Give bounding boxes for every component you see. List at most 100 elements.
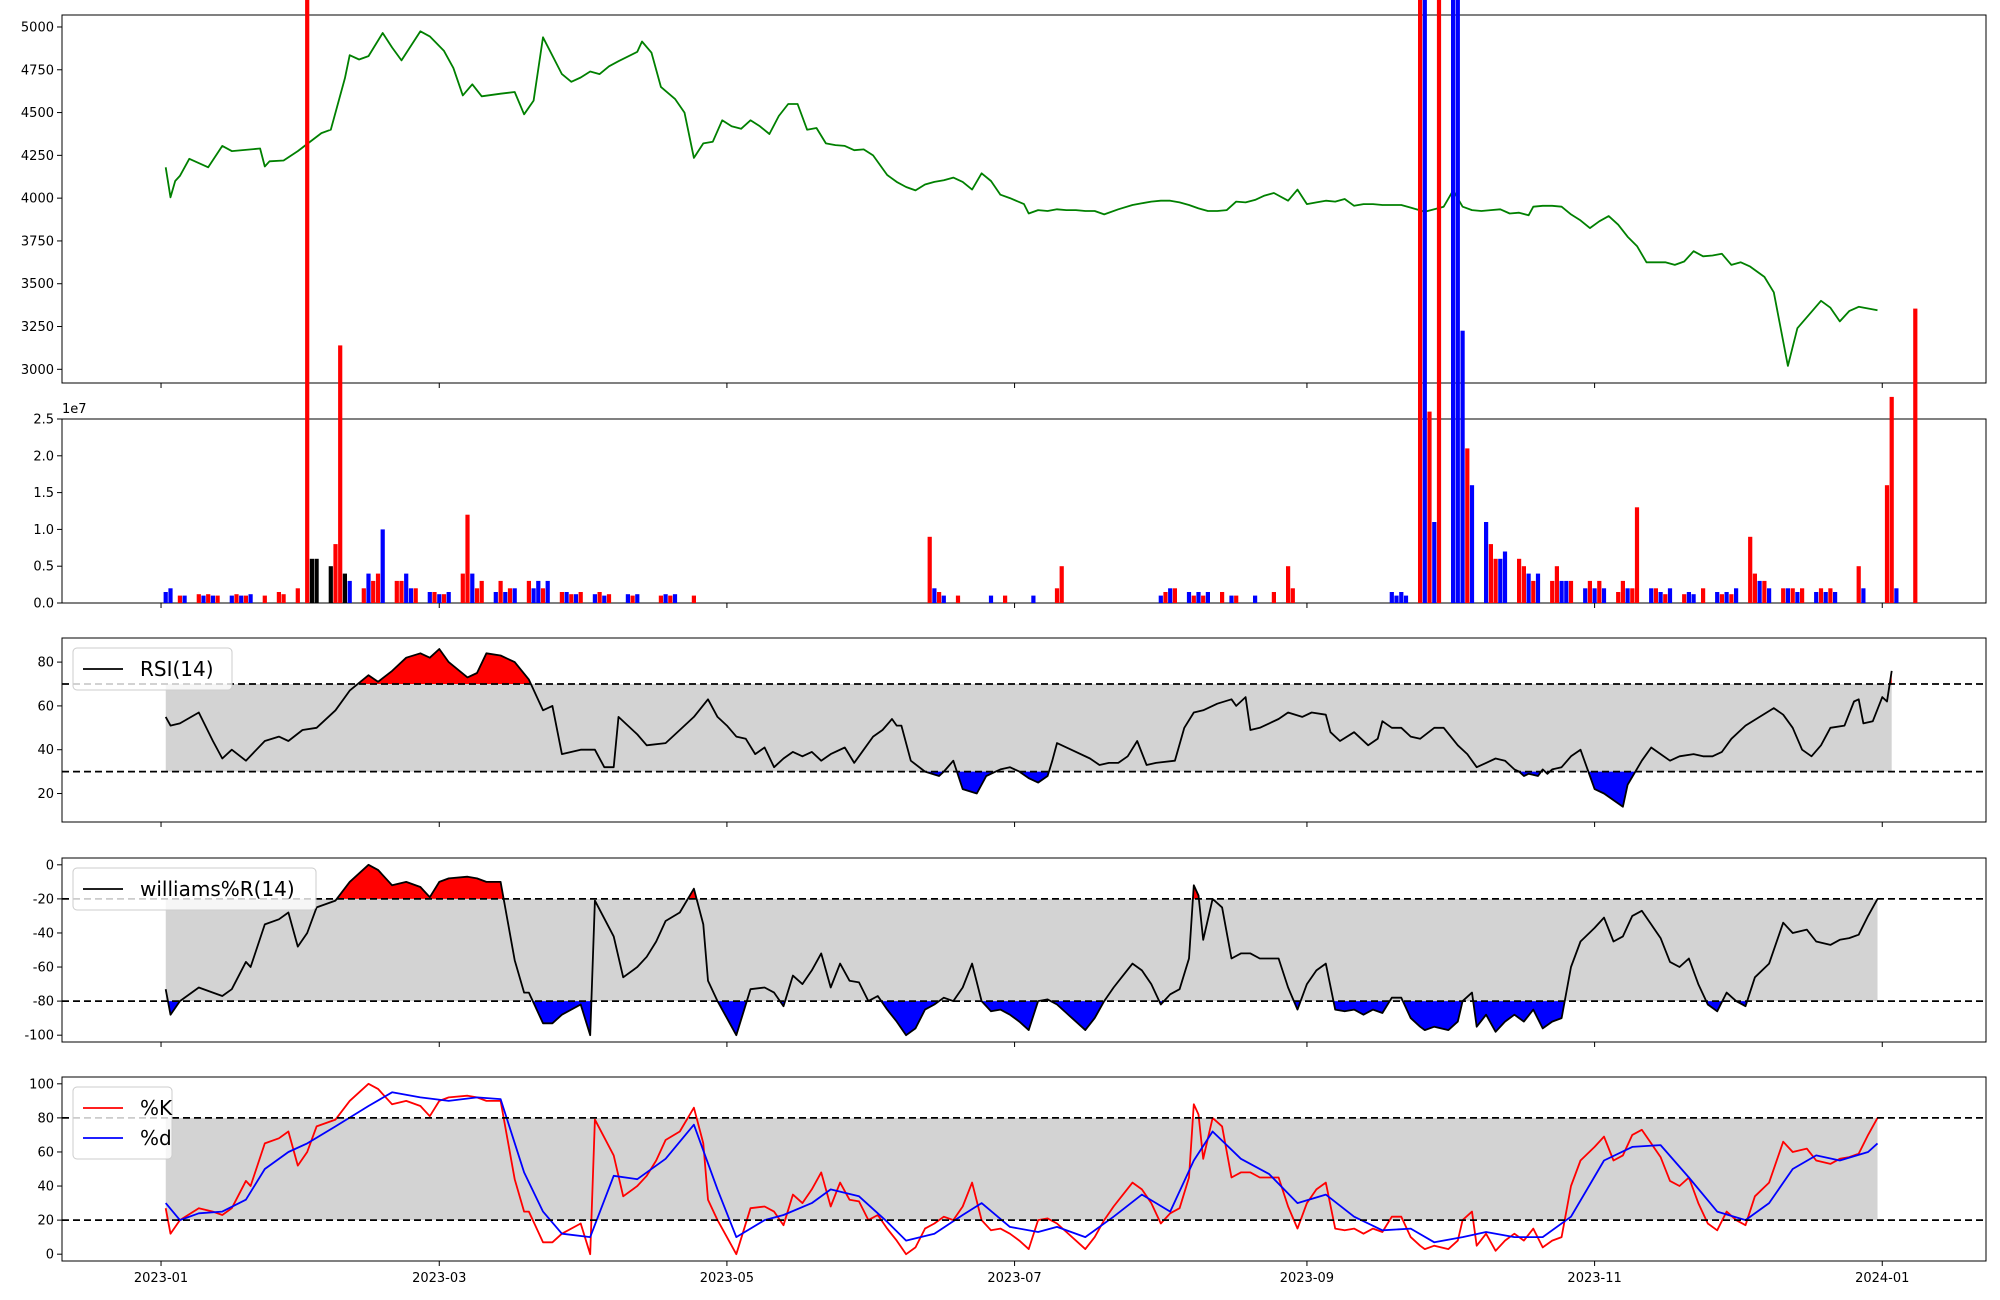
volume-bar	[1163, 592, 1168, 603]
volume-bar	[1158, 595, 1163, 603]
volume-bar	[1455, 0, 1460, 603]
y-tick-label: 100	[29, 1077, 54, 1092]
volume-bar	[988, 595, 994, 603]
volume-bar	[1488, 544, 1493, 603]
y-tick-label: 1.0	[33, 523, 54, 538]
volume-bar	[1682, 594, 1687, 603]
volume-bar	[1253, 595, 1258, 603]
volume-bar	[305, 0, 310, 603]
volume-bar	[1196, 592, 1201, 603]
volume-bar	[404, 573, 409, 603]
volume-bar	[295, 588, 300, 603]
y-tick-label: 40	[37, 743, 54, 758]
x-tick-label: 2023-11	[1567, 1271, 1621, 1286]
y-tick-label: 80	[37, 1111, 54, 1126]
volume-bar	[394, 580, 399, 603]
legend-box	[72, 647, 233, 691]
x-tick-label: 2024-01	[1855, 1271, 1909, 1286]
volume-bar	[1785, 588, 1790, 603]
volume-bar	[1630, 588, 1635, 603]
volume-bar	[1861, 588, 1866, 603]
legend-box	[72, 867, 317, 911]
volume-bar	[1201, 595, 1206, 603]
volume-bar	[1856, 566, 1861, 603]
volume-bar	[545, 580, 550, 603]
volume-bar	[1054, 588, 1060, 603]
volume-bar	[1399, 592, 1404, 603]
volume-bar	[1564, 580, 1569, 603]
legend-label: RSI(14)	[140, 657, 214, 681]
volume-bar	[1587, 580, 1592, 603]
y-tick-label: 4500	[21, 106, 54, 121]
volume-bar	[1172, 588, 1177, 603]
volume-bar	[361, 588, 366, 603]
volume-bar	[658, 595, 663, 603]
y-tick-label: -20	[33, 892, 54, 907]
rsi-overbought-fill	[165, 649, 1892, 684]
y-tick-label: 0.5	[33, 560, 54, 575]
volume-bar	[1653, 588, 1658, 603]
williams-r-frame	[61, 857, 1987, 1043]
volume-bar	[163, 592, 168, 603]
y-tick-label: -100	[24, 1029, 54, 1044]
y-tick-label: 3000	[21, 363, 54, 378]
volume-bar	[1818, 588, 1824, 603]
volume-bar	[1531, 580, 1536, 603]
volume-bar	[215, 595, 220, 603]
y-tick-label: 4250	[21, 149, 54, 164]
volume-bar	[493, 592, 498, 603]
volume-bar	[1734, 588, 1739, 603]
volume-bar	[413, 588, 418, 603]
volume-bar	[1790, 588, 1795, 603]
volume-bar	[262, 595, 267, 603]
volume-bar	[210, 595, 215, 603]
neutral-band	[165, 684, 1892, 772]
volume-bar	[314, 558, 319, 603]
volume-bar	[446, 592, 451, 603]
neutral-band	[165, 1117, 1878, 1221]
legend-label: %d	[140, 1126, 172, 1150]
volume-bar	[625, 594, 630, 603]
price-frame	[61, 14, 1987, 384]
y-tick-label: 5000	[21, 20, 54, 35]
neutral-band	[165, 898, 1878, 1002]
volume-bar	[1234, 595, 1239, 603]
volume-bar	[606, 594, 612, 603]
volume-bar	[276, 592, 281, 603]
volume-bar	[1521, 566, 1526, 603]
volume-bar	[182, 595, 187, 603]
volume-bar	[1686, 592, 1691, 603]
y-tick-label: 60	[37, 699, 54, 714]
volume-bar	[1913, 308, 1918, 603]
volume-bar	[281, 594, 286, 603]
stoch-d-line	[165, 1091, 1879, 1244]
volume-bar	[1889, 396, 1894, 603]
volume-bar	[1583, 588, 1588, 603]
volume-bar	[432, 592, 437, 603]
y-tick-label: -80	[33, 995, 54, 1010]
volume-bar	[408, 588, 414, 603]
price-line	[164, 30, 1878, 367]
y-tick-label: -40	[33, 926, 54, 941]
volume-bar	[1186, 592, 1192, 603]
volume-bar	[1535, 573, 1541, 603]
y-tick-label: 0.0	[33, 597, 54, 612]
volume-bar	[328, 566, 333, 603]
volume-bar	[168, 588, 173, 603]
volume-bar	[1719, 594, 1724, 603]
y-tick-label: 4000	[21, 192, 54, 207]
volume-bar	[243, 595, 248, 603]
volume-bar	[1205, 592, 1210, 603]
stoch-k-line	[164, 1082, 1879, 1256]
legend-label: %K	[140, 1096, 173, 1120]
volume-bar	[1290, 588, 1295, 603]
x-tick-label: 2023-01	[134, 1271, 188, 1286]
volume-bar	[1220, 592, 1225, 603]
volume-bar	[338, 345, 343, 603]
volume-bar	[1894, 588, 1899, 603]
volume-bar	[1191, 595, 1196, 603]
volume-bar	[1465, 448, 1470, 603]
volume-bar	[333, 544, 338, 603]
y-tick-label: 20	[37, 787, 54, 802]
volume-bar	[1493, 558, 1498, 603]
